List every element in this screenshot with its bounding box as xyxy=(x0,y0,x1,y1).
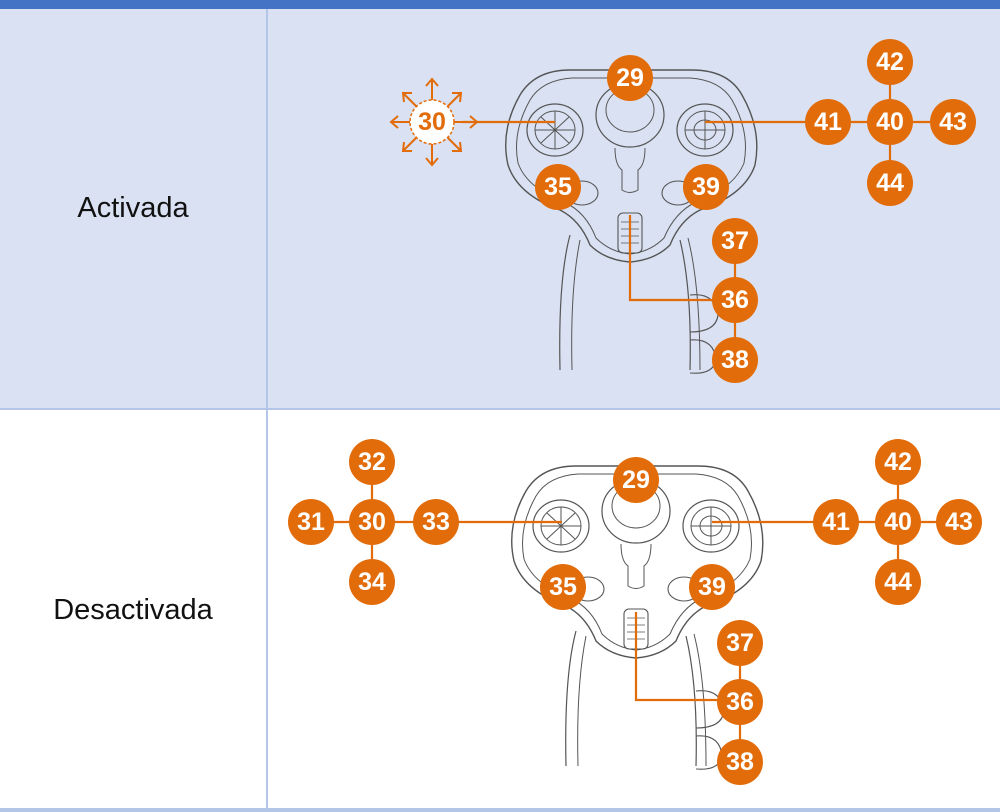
callout-42: 42 xyxy=(875,439,921,485)
callout-30: 30 xyxy=(409,99,455,145)
callout-43: 43 xyxy=(930,99,976,145)
callout-44: 44 xyxy=(867,160,913,206)
callout-43: 43 xyxy=(936,499,982,545)
row-divider xyxy=(0,408,1000,410)
svg-text:44: 44 xyxy=(876,169,904,197)
row-label-desactivada: Desactivada xyxy=(53,594,213,626)
svg-text:30: 30 xyxy=(358,508,386,536)
svg-text:33: 33 xyxy=(422,508,450,536)
leader-lines-bottom xyxy=(310,462,960,762)
callout-29: 29 xyxy=(613,457,659,503)
svg-text:41: 41 xyxy=(814,108,842,136)
callout-42: 42 xyxy=(867,39,913,85)
callout-41: 41 xyxy=(805,99,851,145)
svg-text:40: 40 xyxy=(884,508,912,536)
svg-text:30: 30 xyxy=(418,108,446,136)
callouts-top: 29 30 35 39 37 36 38 41 40 43 42 44 xyxy=(409,39,976,383)
svg-text:37: 37 xyxy=(726,629,754,657)
callout-35: 35 xyxy=(540,564,586,610)
svg-text:36: 36 xyxy=(726,688,754,716)
svg-text:43: 43 xyxy=(945,508,973,536)
callout-31: 31 xyxy=(288,499,334,545)
callout-37: 37 xyxy=(712,218,758,264)
callout-40: 40 xyxy=(875,499,921,545)
callout-33: 33 xyxy=(413,499,459,545)
callout-37: 37 xyxy=(717,620,763,666)
svg-text:39: 39 xyxy=(698,573,726,601)
callout-34: 34 xyxy=(349,559,395,605)
svg-text:38: 38 xyxy=(726,748,754,776)
svg-text:32: 32 xyxy=(358,448,386,476)
callout-40: 40 xyxy=(867,99,913,145)
callout-35: 35 xyxy=(535,164,581,210)
callout-36: 36 xyxy=(712,277,758,323)
svg-text:43: 43 xyxy=(939,108,967,136)
table-header-bar xyxy=(0,0,1000,9)
callout-39: 39 xyxy=(689,564,735,610)
svg-text:38: 38 xyxy=(721,346,749,374)
callout-39: 39 xyxy=(683,164,729,210)
svg-text:42: 42 xyxy=(876,48,904,76)
svg-text:34: 34 xyxy=(358,568,386,596)
svg-text:29: 29 xyxy=(616,64,644,92)
eight-way-arrows-icon xyxy=(389,77,479,167)
table-bottom-border xyxy=(0,808,1000,812)
joystick-bottom xyxy=(511,465,764,770)
row-desactivada xyxy=(0,410,1000,812)
svg-text:44: 44 xyxy=(884,568,912,596)
joystick-top xyxy=(505,69,758,374)
svg-text:36: 36 xyxy=(721,286,749,314)
callout-38: 38 xyxy=(712,337,758,383)
callout-41: 41 xyxy=(813,499,859,545)
svg-text:40: 40 xyxy=(876,108,904,136)
callouts-bottom: 32 31 30 33 34 29 35 39 37 36 38 41 40 4… xyxy=(288,439,982,785)
callout-32: 32 xyxy=(349,439,395,485)
svg-text:35: 35 xyxy=(549,573,577,601)
svg-text:29: 29 xyxy=(622,466,650,494)
row-label-activada: Activada xyxy=(77,192,189,224)
callout-36: 36 xyxy=(717,679,763,725)
svg-text:41: 41 xyxy=(822,508,850,536)
callout-38: 38 xyxy=(717,739,763,785)
svg-text:42: 42 xyxy=(884,448,912,476)
svg-text:37: 37 xyxy=(721,227,749,255)
svg-text:35: 35 xyxy=(544,173,572,201)
svg-text:31: 31 xyxy=(297,508,325,536)
row-activada xyxy=(0,9,1000,410)
callout-30: 30 xyxy=(349,499,395,545)
callout-29: 29 xyxy=(607,55,653,101)
column-divider xyxy=(266,9,268,812)
callout-44: 44 xyxy=(875,559,921,605)
svg-text:39: 39 xyxy=(692,173,720,201)
